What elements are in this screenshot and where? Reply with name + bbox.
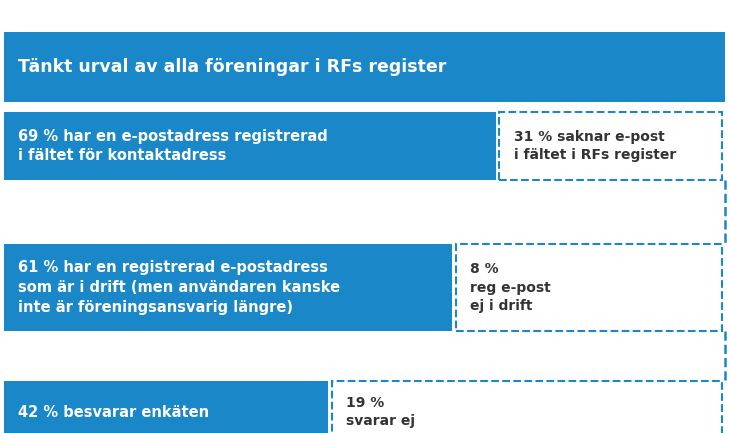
Text: 31 % saknar e-post
i fältet i RFs register: 31 % saknar e-post i fältet i RFs regist… (514, 130, 677, 162)
FancyBboxPatch shape (4, 381, 328, 433)
FancyBboxPatch shape (4, 32, 725, 102)
FancyBboxPatch shape (4, 113, 496, 180)
Text: 8 %
reg e-post
ej i drift: 8 % reg e-post ej i drift (470, 262, 551, 313)
Text: Tänkt urval av alla föreningar i RFs register: Tänkt urval av alla föreningar i RFs reg… (18, 58, 447, 76)
Text: 42 % besvarar enkäten: 42 % besvarar enkäten (18, 404, 209, 420)
FancyBboxPatch shape (4, 245, 452, 331)
Text: 19 %
svarar ej: 19 % svarar ej (346, 396, 416, 428)
Text: 61 % har en registrerad e-postadress
som är i drift (men användaren kanske
inte : 61 % har en registrerad e-postadress som… (18, 260, 340, 315)
Text: 69 % har en e-postadress registrerad
i fältet för kontaktadress: 69 % har en e-postadress registrerad i f… (18, 129, 328, 163)
